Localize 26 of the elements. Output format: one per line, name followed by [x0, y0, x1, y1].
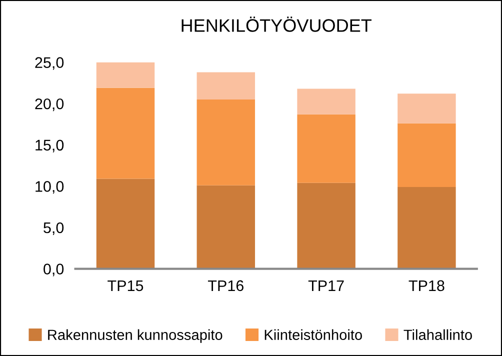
bar	[398, 123, 456, 188]
x-tick-label: TP15	[108, 280, 144, 292]
bar	[297, 114, 356, 183]
bar	[96, 88, 155, 179]
bar	[398, 94, 456, 124]
y-tick-label: 25,0	[35, 57, 64, 70]
x-tick-label: TP18	[408, 280, 444, 292]
legend-label: Rakennusten kunnossapito	[48, 329, 222, 343]
bar	[196, 72, 256, 100]
bar	[398, 187, 456, 269]
y-tick-label: 20,0	[35, 98, 64, 112]
bar	[297, 88, 356, 114]
bar	[196, 185, 256, 269]
bar	[196, 99, 256, 186]
y-tick-label: 5,0	[44, 222, 64, 235]
chart-title: HENKILÖTYÖVUODET	[182, 16, 372, 32]
x-tick-label: TP17	[308, 280, 344, 291]
bar	[96, 178, 155, 269]
x-tick-label: TP16	[208, 280, 244, 292]
y-tick-label: 0,0	[44, 264, 64, 276]
legend-label: Kiinteistönhoito	[264, 329, 362, 340]
legend-label: Tilahallinto	[404, 329, 472, 340]
y-tick-label: 15,0	[36, 140, 64, 152]
y-tick-label: 10,0	[36, 181, 64, 194]
bar	[297, 182, 356, 269]
bar	[96, 62, 155, 88]
